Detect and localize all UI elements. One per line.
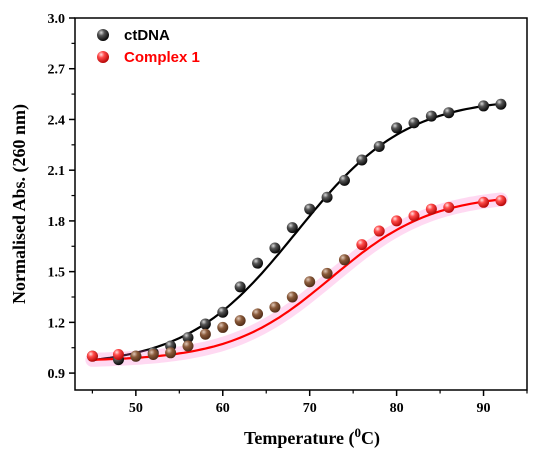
y-axis-title: Normalised Abs. (260 nm) [9, 104, 30, 304]
y-tick-label: 2.7 [48, 63, 66, 78]
complex-1-point [217, 321, 229, 333]
complex-1-point [86, 350, 98, 362]
legend-ctdna-marker [97, 29, 109, 41]
complex-1-point [321, 267, 333, 279]
ctdna-point [391, 122, 403, 134]
ctdna-point [269, 242, 281, 254]
complex-1-fit-curve [92, 198, 502, 361]
legend-complex-1-marker [97, 51, 109, 63]
complex-1-point [165, 347, 177, 359]
ctdna-point [443, 107, 455, 119]
x-axis-title: Temperature (0C) [244, 425, 380, 449]
complex-1-point [304, 276, 316, 288]
ctdna-point [234, 281, 246, 293]
ctdna-point [304, 203, 316, 215]
y-tick-label: 2.1 [48, 164, 66, 179]
complex-1-point [356, 239, 368, 251]
x-tick-label: 80 [390, 401, 404, 416]
complex-1-point [443, 201, 455, 213]
complex-1-point [269, 301, 281, 313]
ctdna-point [286, 222, 298, 234]
ctdna-point [425, 110, 437, 122]
plot-frame [74, 17, 528, 391]
ctdna-point [408, 117, 420, 129]
complex-1-point [130, 350, 142, 362]
complex-1-point [495, 195, 507, 207]
complex-1-point [286, 291, 298, 303]
x-axis-title-unit: C) [361, 428, 380, 449]
ctdna-fit-curve [92, 102, 502, 362]
ctdna-point [356, 154, 368, 166]
ctdna-point [321, 191, 333, 203]
legend-complex-1-label: Complex 1 [124, 49, 200, 66]
complex-1-point [425, 203, 437, 215]
ctdna-point [478, 100, 490, 112]
y-tick-label: 1.5 [48, 266, 66, 281]
x-tick-label: 70 [303, 401, 317, 416]
complex-1-point [373, 225, 385, 237]
ctdna-point [338, 174, 350, 186]
ctdna-point [199, 318, 211, 330]
complex-1-point [199, 328, 211, 340]
complex-1-point [182, 340, 194, 352]
data-points [86, 98, 507, 366]
complex-1-point [147, 348, 159, 360]
complex-1-point [234, 315, 246, 327]
y-tick-label: 0.9 [48, 367, 66, 382]
ctdna-point [182, 332, 194, 344]
x-axis-title-superscript: 0 [354, 425, 361, 440]
fit-curves [85, 102, 508, 367]
legend: ctDNA Complex 1 [97, 27, 200, 66]
ctdna-point [495, 98, 507, 110]
y-tick-label: 3.0 [48, 12, 66, 27]
ctdna-point [217, 306, 229, 318]
ctdna-point [373, 141, 385, 153]
complex-1-point [252, 308, 264, 320]
x-tick-label: 60 [216, 401, 230, 416]
complex-1-point [112, 348, 124, 360]
x-axis-title-main: Temperature ( [244, 428, 354, 449]
y-tick-label: 1.8 [48, 215, 66, 230]
complex-1-point [478, 196, 490, 208]
complex-1-fit-glow [85, 192, 508, 367]
complex-1-point [338, 254, 350, 266]
axis-tick-labels: 50 60 70 80 90 0.9 1.2 1.5 1.8 2.1 2.4 2.7 3.0 [48, 12, 491, 416]
y-tick-label: 2.4 [48, 113, 66, 128]
axis-ticks [69, 17, 528, 396]
x-tick-label: 90 [477, 401, 491, 416]
legend-ctdna-label: ctDNA [124, 27, 170, 44]
ctdna-point [252, 257, 264, 269]
complex-1-point [408, 210, 420, 222]
y-tick-label: 1.2 [48, 316, 66, 331]
x-tick-label: 50 [129, 401, 143, 416]
complex-1-point [391, 215, 403, 227]
